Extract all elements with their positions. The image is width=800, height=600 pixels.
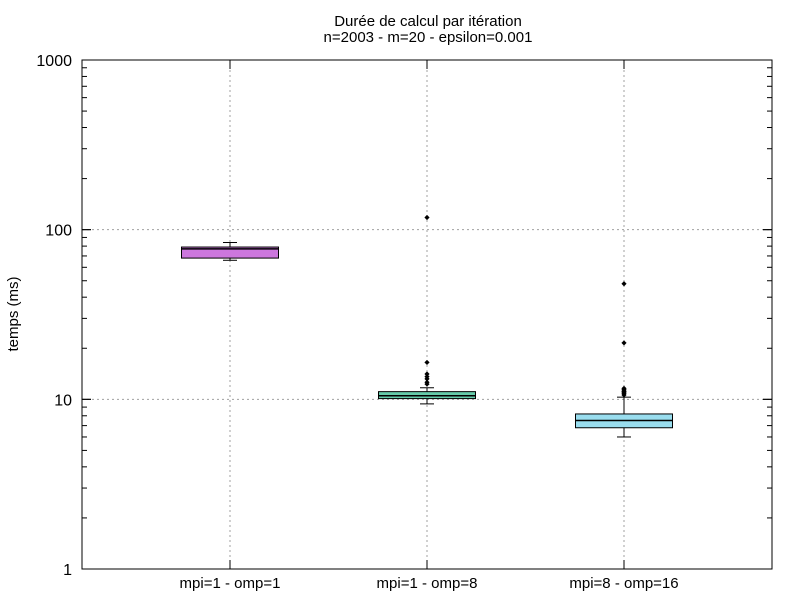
x-tick-label: mpi=1 - omp=8 (377, 575, 478, 592)
outlier-point (424, 379, 430, 385)
outlier-point (621, 281, 627, 287)
box-group (575, 281, 673, 438)
y-tick-label: 1 (63, 562, 72, 579)
outlier-point (621, 385, 627, 391)
y-tick-label: 1000 (36, 53, 72, 70)
box (181, 246, 279, 259)
plot-marks (181, 214, 673, 438)
box-group (181, 242, 279, 261)
outlier-point (424, 214, 430, 221)
outlier-point (621, 340, 627, 346)
grid (82, 60, 772, 569)
x-tick-label: mpi=8 - omp=16 (569, 575, 678, 592)
chart-title: Durée de calcul par itération (334, 13, 522, 30)
outlier-point (424, 371, 430, 377)
x-tick-label: mpi=1 - omp=1 (180, 575, 281, 592)
axes: 1 10 100 1000 mpi=1 - omp=1 mpi=1 - omp=8 mpi=… (36, 53, 772, 592)
outlier-point (424, 359, 430, 366)
y-tick-label: 100 (45, 223, 72, 240)
chart-subtitle: n=2003 - m=20 - epsilon=0.001 (324, 29, 533, 46)
y-tick-label: 10 (54, 392, 72, 409)
box-group (378, 214, 476, 405)
y-axis-title: temps (ms) (5, 276, 22, 351)
outlier-point (424, 374, 430, 380)
